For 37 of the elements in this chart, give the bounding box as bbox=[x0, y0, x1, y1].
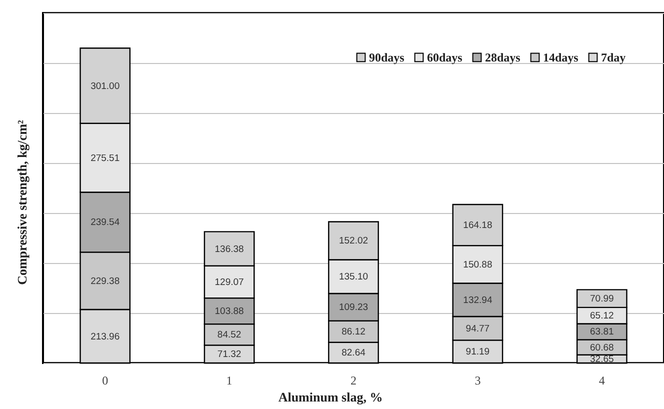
data-label: 84.52 bbox=[217, 330, 242, 341]
data-label: 213.96 bbox=[90, 331, 120, 342]
data-label: 239.54 bbox=[90, 217, 120, 228]
data-label: 129.07 bbox=[214, 276, 244, 288]
data-label: 65.12 bbox=[590, 310, 614, 322]
data-label: 94.77 bbox=[466, 323, 490, 334]
legend-label: 28days bbox=[485, 50, 521, 64]
data-label: 91.19 bbox=[466, 346, 490, 358]
data-label: 301.00 bbox=[90, 80, 120, 92]
data-label: 63.81 bbox=[590, 326, 614, 338]
x-tick-label: 3 bbox=[474, 374, 481, 388]
data-label: 82.64 bbox=[342, 348, 366, 359]
data-label: 71.32 bbox=[217, 349, 242, 360]
data-label: 135.10 bbox=[338, 272, 368, 283]
data-label: 60.68 bbox=[590, 342, 614, 354]
data-label: 109.23 bbox=[338, 302, 368, 314]
x-tick-label: 2 bbox=[350, 374, 356, 388]
x-tick-label: 0 bbox=[102, 374, 108, 388]
x-axis-title: Aluminum slag, % bbox=[278, 390, 383, 404]
data-label: 32.65 bbox=[590, 354, 614, 365]
data-label: 164.18 bbox=[463, 220, 492, 232]
data-label: 152.02 bbox=[338, 236, 368, 247]
x-tick-label: 4 bbox=[598, 374, 605, 388]
data-label: 132.94 bbox=[463, 294, 492, 306]
legend-label: 60days bbox=[427, 50, 463, 64]
data-label: 103.88 bbox=[214, 306, 244, 318]
x-tick-label: 1 bbox=[226, 374, 232, 388]
data-label: 86.12 bbox=[342, 326, 366, 338]
legend-label: 14days bbox=[543, 50, 579, 64]
legend-label: 7day bbox=[601, 50, 626, 64]
data-label: 136.38 bbox=[214, 244, 244, 255]
data-label: 275.51 bbox=[90, 152, 120, 164]
data-label: 70.99 bbox=[590, 294, 614, 305]
legend-label: 90days bbox=[369, 50, 405, 64]
y-axis-title: Compressive strength, kg/cm² bbox=[14, 120, 30, 285]
data-label: 229.38 bbox=[90, 276, 120, 287]
data-label: 150.88 bbox=[463, 259, 492, 270]
